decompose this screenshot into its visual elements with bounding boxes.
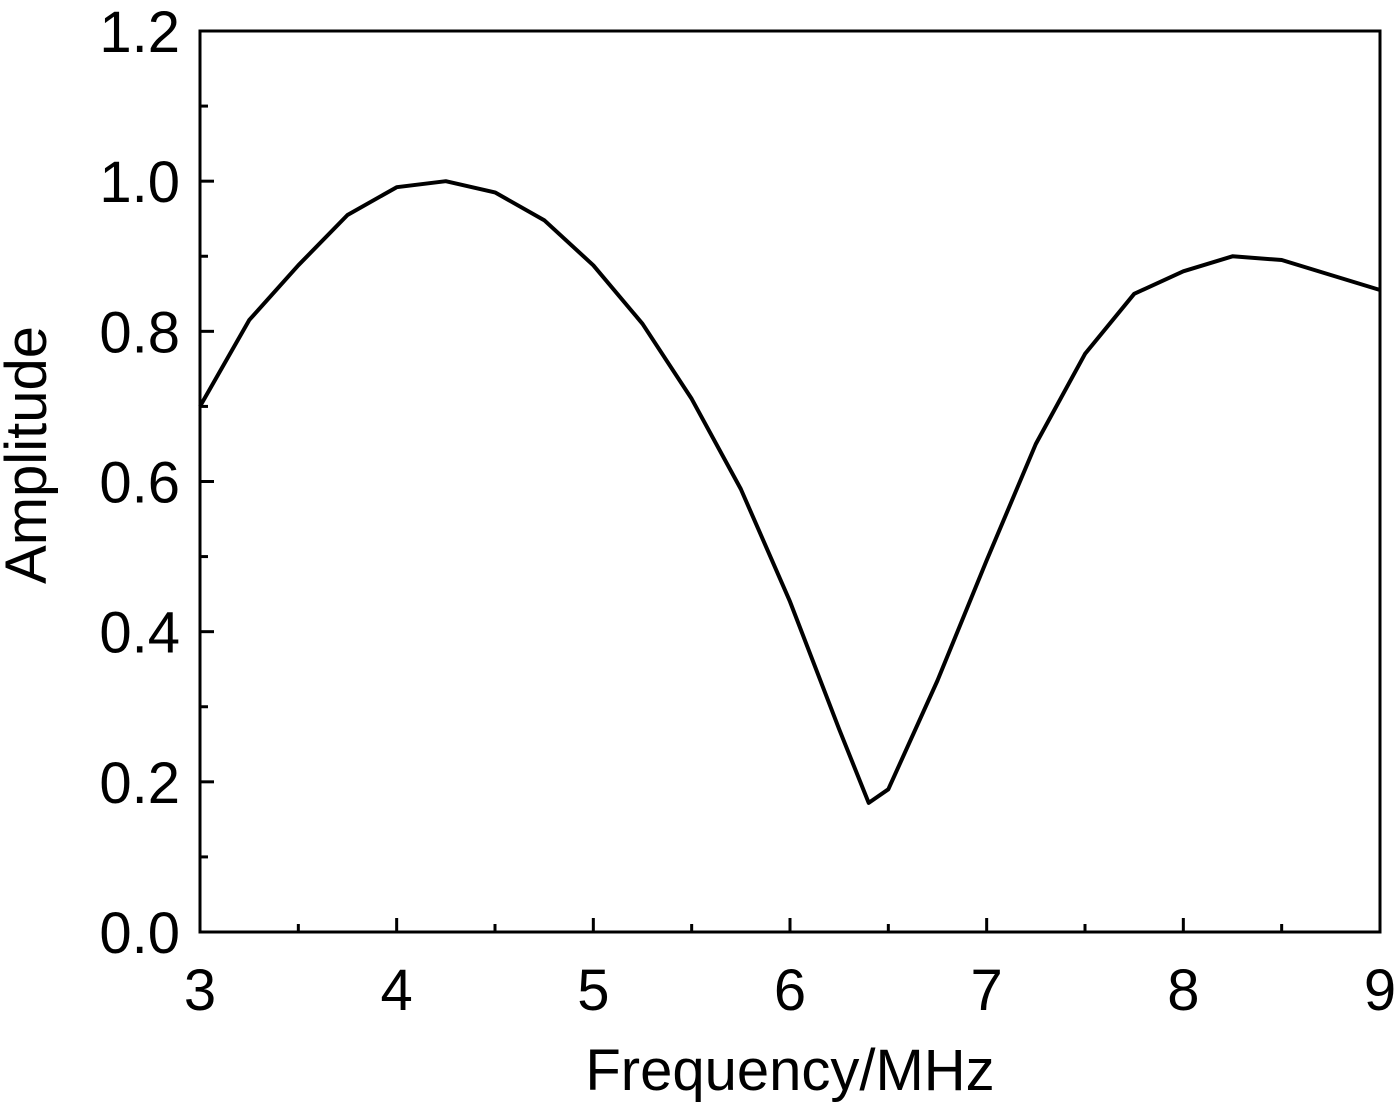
y-tick-label: 0.6 [99,451,180,516]
y-axis-label: Amplitude [0,326,59,584]
x-tick-label: 7 [971,958,1003,1023]
y-tick-label: 0.2 [99,751,180,816]
y-tick-label: 1.2 [99,0,180,65]
y-tick-label: 0.4 [99,601,180,666]
y-tick-label: 0.0 [99,901,180,966]
plot-frame [198,29,1382,934]
y-tick-label: 1.0 [99,150,180,215]
x-tick-label: 5 [577,958,609,1023]
y-tick-label: 0.8 [99,300,180,365]
x-tick-label: 6 [774,958,806,1023]
x-tick-label: 4 [381,958,413,1023]
x-tick-label: 3 [184,958,216,1023]
x-tick-label: 8 [1167,958,1199,1023]
x-tick-label: 9 [1364,958,1396,1023]
data-line [198,179,1381,805]
x-axis-label: Frequency/MHz [585,1038,994,1103]
